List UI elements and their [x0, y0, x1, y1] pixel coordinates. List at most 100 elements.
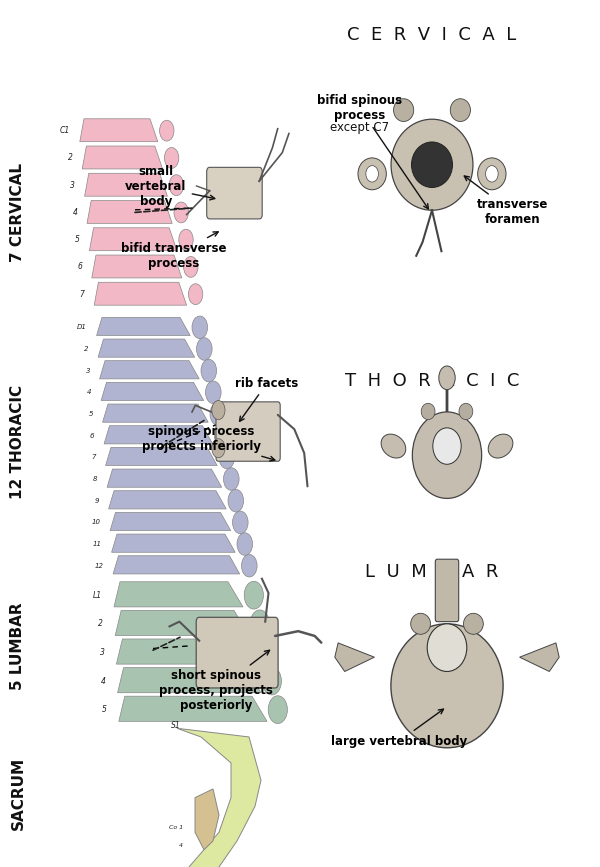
Circle shape: [197, 338, 212, 361]
Text: bifid transverse
process: bifid transverse process: [121, 231, 227, 270]
Circle shape: [228, 489, 244, 512]
Circle shape: [237, 532, 253, 556]
Text: 10: 10: [91, 519, 101, 525]
Ellipse shape: [412, 142, 452, 187]
Text: spinous process
projects inferiorly: spinous process projects inferiorly: [142, 425, 275, 461]
Ellipse shape: [412, 412, 482, 499]
Text: 7 CERVICAL: 7 CERVICAL: [10, 163, 26, 262]
Circle shape: [188, 284, 203, 304]
Circle shape: [212, 439, 225, 458]
Text: 4: 4: [101, 676, 106, 686]
Circle shape: [262, 668, 281, 695]
Circle shape: [224, 468, 239, 491]
Circle shape: [174, 202, 188, 223]
Circle shape: [268, 695, 287, 723]
Text: large vertebral body: large vertebral body: [331, 709, 467, 747]
FancyBboxPatch shape: [206, 167, 262, 218]
Polygon shape: [98, 339, 195, 357]
Polygon shape: [335, 643, 374, 671]
FancyBboxPatch shape: [436, 559, 459, 622]
Circle shape: [212, 401, 225, 420]
Text: Co 1: Co 1: [169, 825, 183, 831]
Text: 4: 4: [179, 843, 183, 848]
Text: 12 THORACIC: 12 THORACIC: [10, 385, 26, 499]
Polygon shape: [97, 317, 190, 336]
Text: 6: 6: [90, 433, 95, 439]
Text: except C7: except C7: [331, 121, 389, 134]
Polygon shape: [80, 119, 158, 141]
Text: L  U  M  B  A  R: L U M B A R: [365, 564, 499, 581]
Text: bifid spinous
process: bifid spinous process: [317, 95, 428, 209]
Text: 3: 3: [100, 648, 104, 657]
Ellipse shape: [391, 119, 473, 211]
Ellipse shape: [459, 403, 473, 420]
Circle shape: [169, 175, 184, 196]
Ellipse shape: [410, 613, 430, 635]
Polygon shape: [520, 643, 559, 671]
Ellipse shape: [464, 613, 484, 635]
Polygon shape: [110, 512, 230, 531]
Text: 6: 6: [77, 263, 82, 271]
Text: 5 LUMBAR: 5 LUMBAR: [10, 602, 26, 690]
Polygon shape: [94, 283, 187, 305]
Polygon shape: [103, 404, 208, 422]
Circle shape: [241, 555, 257, 577]
Circle shape: [244, 581, 263, 610]
Text: 2: 2: [84, 346, 89, 352]
Ellipse shape: [381, 434, 406, 458]
Circle shape: [192, 316, 208, 338]
Text: 5: 5: [75, 235, 80, 244]
Text: 4: 4: [87, 389, 91, 395]
Text: transverse
foramen: transverse foramen: [464, 176, 548, 226]
Polygon shape: [104, 426, 213, 444]
Polygon shape: [85, 173, 167, 196]
Polygon shape: [106, 447, 217, 466]
Circle shape: [439, 366, 455, 389]
Circle shape: [219, 446, 235, 468]
Text: small
vertebral
body: small vertebral body: [125, 165, 215, 208]
Text: 11: 11: [93, 541, 102, 547]
Text: 7: 7: [80, 290, 85, 298]
Text: 8: 8: [93, 476, 97, 482]
Circle shape: [250, 610, 269, 638]
Polygon shape: [114, 582, 243, 607]
Circle shape: [201, 359, 217, 382]
Text: 5: 5: [89, 411, 93, 417]
Text: C1: C1: [60, 127, 70, 135]
Polygon shape: [82, 146, 163, 169]
Circle shape: [184, 257, 198, 277]
Polygon shape: [89, 228, 177, 251]
Ellipse shape: [391, 624, 503, 747]
Circle shape: [164, 147, 179, 168]
Text: 3: 3: [86, 368, 90, 374]
Text: 7: 7: [91, 454, 96, 460]
Text: 2: 2: [68, 153, 73, 162]
Circle shape: [256, 638, 275, 666]
Text: rib facets: rib facets: [235, 377, 299, 421]
Polygon shape: [118, 668, 261, 693]
Polygon shape: [92, 255, 182, 278]
Ellipse shape: [433, 428, 461, 465]
Polygon shape: [100, 361, 199, 379]
Polygon shape: [87, 200, 172, 224]
Circle shape: [215, 425, 230, 447]
Ellipse shape: [485, 166, 498, 182]
Circle shape: [205, 381, 221, 404]
FancyBboxPatch shape: [216, 402, 280, 461]
Ellipse shape: [358, 158, 386, 190]
Circle shape: [232, 511, 248, 533]
Circle shape: [179, 229, 193, 250]
Polygon shape: [115, 610, 249, 636]
Ellipse shape: [427, 624, 467, 671]
Polygon shape: [107, 469, 222, 487]
Text: 9: 9: [95, 498, 99, 504]
Ellipse shape: [478, 158, 506, 190]
Circle shape: [210, 402, 226, 426]
Text: L1: L1: [93, 590, 102, 600]
Polygon shape: [109, 491, 226, 509]
Ellipse shape: [450, 99, 470, 121]
Polygon shape: [112, 534, 235, 552]
Text: SACRUM: SACRUM: [10, 757, 26, 830]
Polygon shape: [116, 639, 255, 664]
Polygon shape: [119, 696, 267, 721]
